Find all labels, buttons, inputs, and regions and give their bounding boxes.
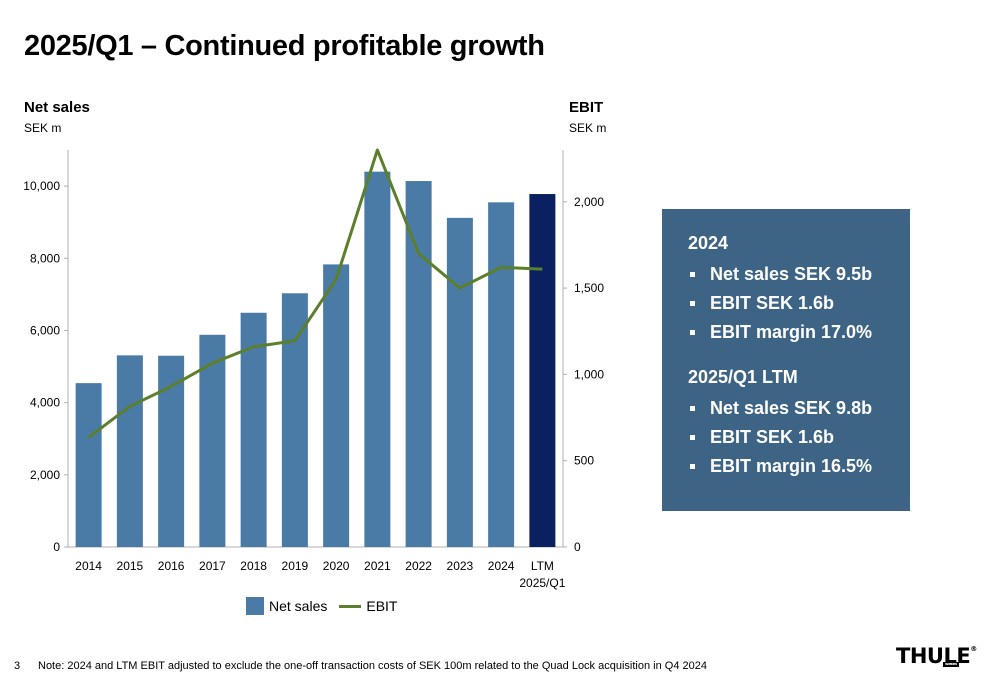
summary-item: EBIT margin 17.0% (688, 318, 910, 347)
bar-net-sales (158, 355, 185, 547)
right-tick-label: 1,000 (574, 367, 604, 381)
right-tick-label: 2,000 (574, 195, 604, 209)
left-axis-title: Net sales (24, 99, 90, 116)
slide-title: 2025/Q1 – Continued profitable growth (24, 30, 545, 62)
bar-net-sales (529, 194, 556, 547)
footnote: Note: 2024 and LTM EBIT adjusted to excl… (38, 660, 707, 672)
summary-heading-ltm: 2025/Q1 LTM (688, 367, 798, 387)
x-tick-label: 2016 (158, 559, 185, 573)
x-tick-label: 2014 (75, 559, 102, 573)
line-ebit (87, 148, 543, 439)
x-tick-label: 2024 (488, 559, 515, 573)
x-tick-label: 2020 (323, 559, 350, 573)
legend-line-swatch (339, 604, 362, 608)
x-tick-label: LTM (531, 559, 554, 573)
page-number: 3 (14, 660, 21, 672)
x-tick-label: 2015 (117, 559, 144, 573)
right-tick-label: 1,500 (574, 281, 604, 295)
left-tick-label: 2,000 (30, 468, 60, 482)
right-axis-title: EBIT (569, 99, 604, 116)
bar-net-sales (199, 334, 226, 547)
chart-legend: Net sales EBIT (246, 597, 397, 615)
thule-logo: THULE® SWEDEN (896, 646, 977, 667)
logo-wordmark: THULE (896, 644, 971, 668)
left-tick-label: 8,000 (30, 251, 60, 265)
summary-item: Net sales SEK 9.5b (688, 260, 910, 289)
summary-item: EBIT SEK 1.6b (688, 289, 910, 318)
summary-box: 2024 Net sales SEK 9.5b EBIT SEK 1.6b EB… (662, 209, 910, 511)
x-tick-label: 2019 (282, 559, 309, 573)
bar-net-sales (446, 217, 473, 548)
summary-item: EBIT margin 16.5% (688, 452, 910, 481)
left-axis-unit: SEK m (24, 121, 62, 135)
bar-net-sales (364, 171, 391, 547)
left-tick-label: 4,000 (30, 396, 60, 410)
x-tick-label: 2017 (199, 559, 226, 573)
legend-line-label: EBIT (366, 598, 398, 614)
bar-net-sales (116, 355, 143, 547)
summary-heading-2024: 2024 (688, 233, 729, 253)
summary-list-2024: Net sales SEK 9.5b EBIT SEK 1.6b EBIT ma… (688, 260, 910, 347)
bar-net-sales (75, 383, 102, 547)
x-tick-label: 2023 (447, 559, 474, 573)
logo-subtitle: SWEDEN (943, 662, 959, 667)
bar-net-sales (488, 202, 515, 547)
combo-chart: 0 2,000 4,000 6,000 8,000 10,000 0 500 1,000 1,50… (23, 148, 604, 590)
x-tick-label: 2021 (364, 559, 391, 573)
x-tick-label: 2025/Q1 (519, 576, 565, 590)
legend-bar-swatch (246, 597, 264, 615)
summary-item: EBIT SEK 1.6b (688, 423, 910, 452)
right-tick-label: 500 (574, 454, 594, 468)
right-axis-unit: SEK m (569, 121, 607, 135)
bar-net-sales (281, 293, 308, 547)
logo-registered-mark: ® (970, 645, 977, 653)
left-tick-label: 10,000 (23, 179, 60, 193)
summary-list-ltm: Net sales SEK 9.8b EBIT SEK 1.6b EBIT ma… (688, 394, 910, 481)
bar-net-sales (323, 264, 350, 547)
legend-bar-label: Net sales (269, 598, 328, 614)
summary-item: Net sales SEK 9.8b (688, 394, 910, 423)
x-tick-label: 2022 (405, 559, 432, 573)
x-tick-label: 2018 (240, 559, 267, 573)
bar-net-sales (405, 181, 432, 547)
left-tick-label: 0 (53, 540, 60, 554)
left-tick-label: 6,000 (30, 323, 60, 337)
right-tick-label: 0 (574, 540, 581, 554)
